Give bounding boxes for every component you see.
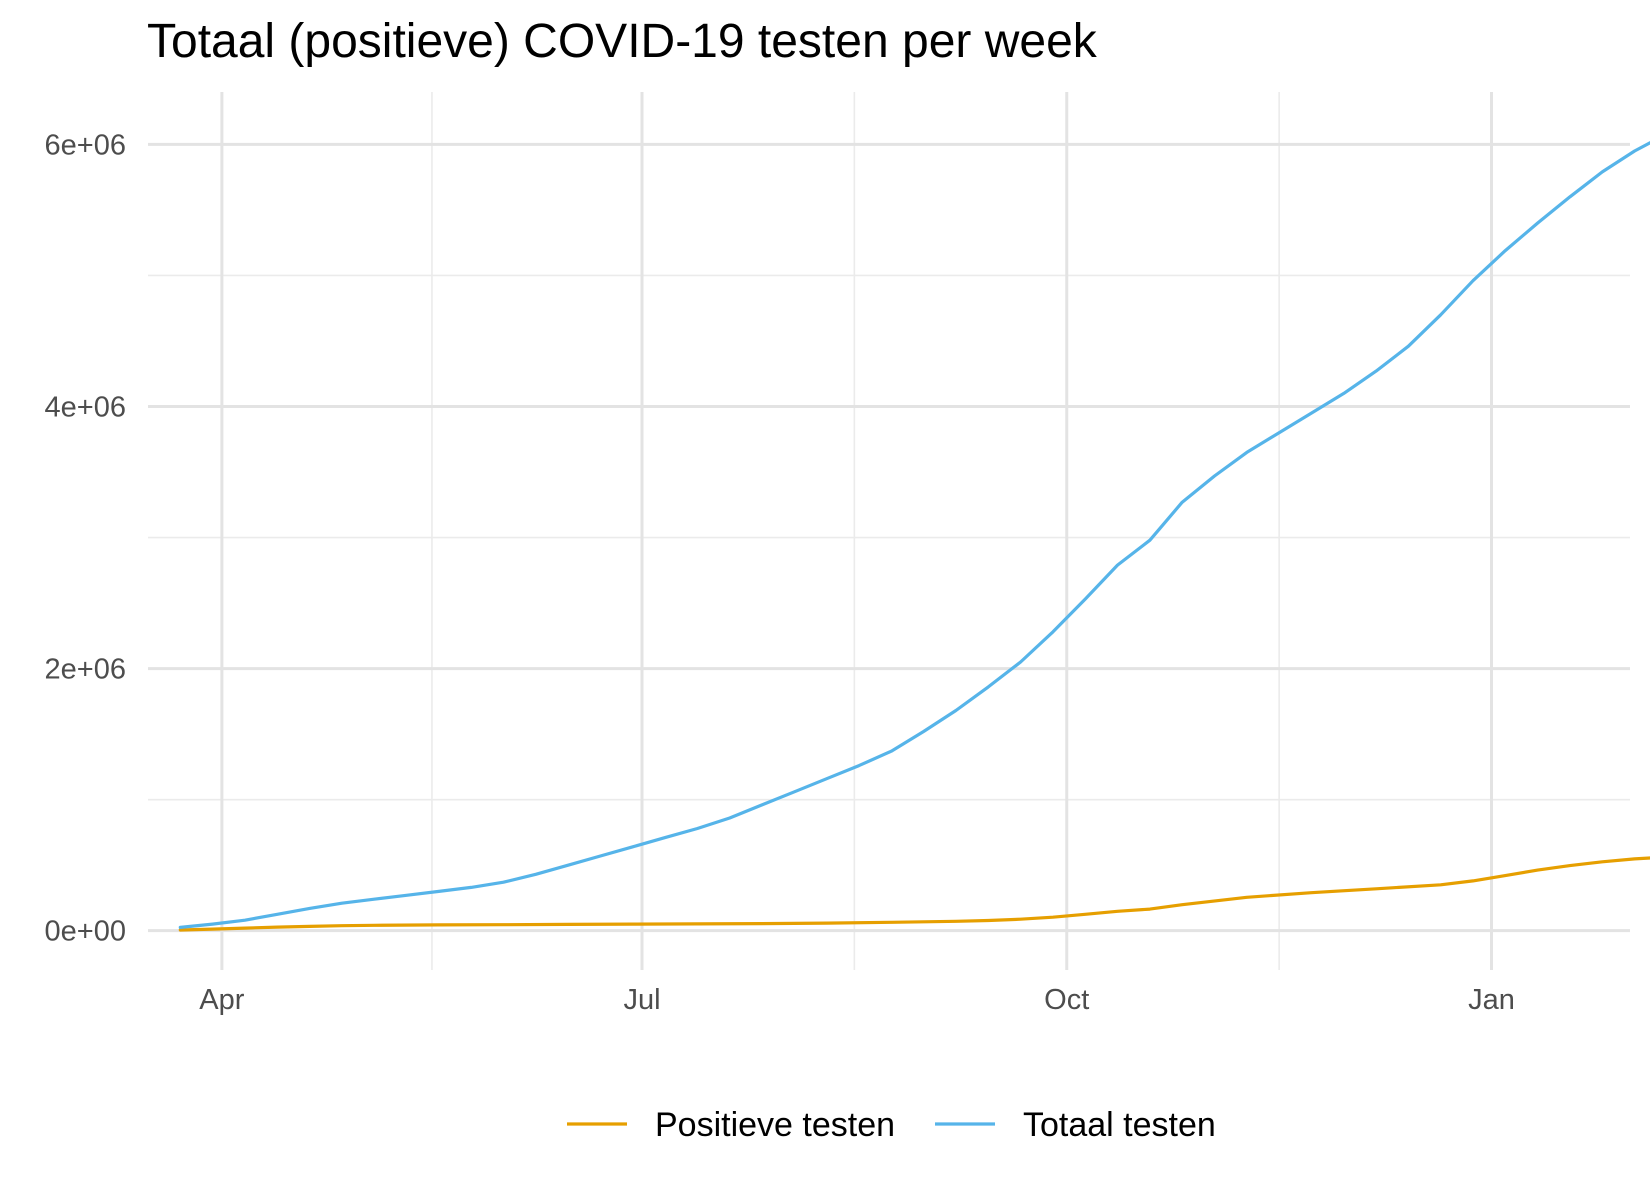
y-tick-label: 2e+06 bbox=[45, 654, 126, 686]
series-line-totaal-testen bbox=[178, 141, 1650, 930]
y-tick-label: 4e+06 bbox=[45, 392, 126, 424]
minor-gridlines bbox=[148, 92, 1630, 970]
series-line-positieve-testen bbox=[178, 856, 1650, 932]
y-tick-label: 0e+00 bbox=[45, 916, 126, 948]
y-axis-tick-labels: 0e+00 2e+06 4e+06 6e+06 bbox=[45, 129, 126, 947]
x-tick-label: Jan bbox=[1468, 984, 1515, 1016]
x-axis-tick-labels: Apr Jul Oct Jan bbox=[199, 984, 1515, 1016]
legend: Positieve testen Totaal testen bbox=[567, 1106, 1216, 1144]
x-tick-label: Oct bbox=[1044, 984, 1089, 1016]
chart-title: Totaal (positieve) COVID-19 testen per w… bbox=[147, 15, 1097, 68]
x-tick-label: Apr bbox=[199, 984, 244, 1016]
series-lines bbox=[178, 141, 1650, 932]
x-tick-label: Jul bbox=[623, 984, 660, 1016]
major-gridlines bbox=[148, 92, 1630, 970]
y-tick-label: 6e+06 bbox=[45, 129, 126, 161]
legend-label: Totaal testen bbox=[1023, 1106, 1216, 1144]
legend-label: Positieve testen bbox=[655, 1106, 895, 1144]
